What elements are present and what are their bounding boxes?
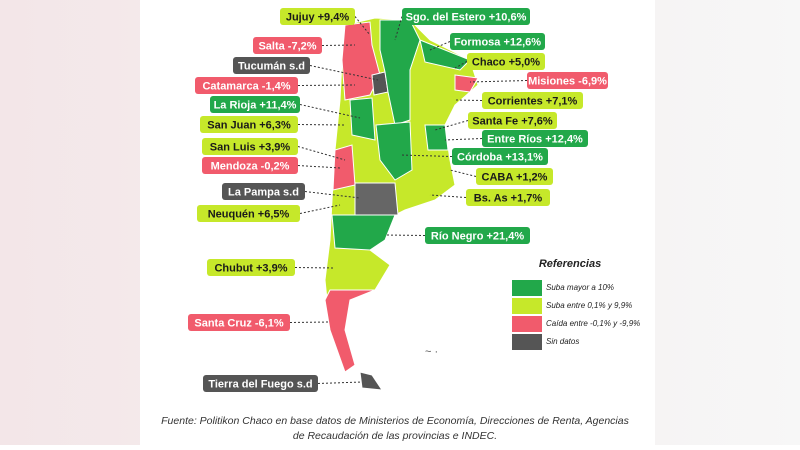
label-box [468,112,557,129]
leader-line [309,65,379,81]
label-box [527,72,608,89]
province-label: Río Negro +21,4% [431,230,524,242]
leader-line [297,165,341,169]
leader-line [294,267,336,269]
leader-line [304,191,361,199]
province-label: San Juan +6,3% [207,119,291,131]
legend-swatch [512,280,542,296]
label-box [425,227,530,244]
label-box [402,8,530,25]
label-box [233,57,310,74]
province-label: Catamarca -1,4% [202,80,290,92]
province-label: CABA +1,2% [482,171,548,183]
leader-line [297,84,356,86]
label-box [280,8,355,25]
source-line: de Recaudación de las provincias e INDEC… [293,430,497,442]
legend-label: Suba entre 0,1% y 9,9% [546,301,632,310]
label-box [195,77,298,94]
leader-line [449,169,477,177]
leader-line [384,234,426,236]
province-label: Salta -7,2% [258,40,316,52]
province-label: Chubut +3,9% [214,262,287,274]
leader-line [399,154,453,157]
province-label: San Luis +3,9% [210,141,291,153]
legend-swatch [512,334,542,350]
leader-line [454,99,483,101]
label-box [466,189,550,206]
label-box [203,375,318,392]
province-label: Bs. As +1,7% [474,192,543,204]
legend-label: Caída entre -0,1% y -9,9% [546,319,640,328]
province-label: Córdoba +13,1% [457,151,543,163]
label-box [482,92,583,109]
leader-line [434,120,469,131]
province-labels: Jujuy +9,4% Sgo. del Estero +10,6% Salta -… [188,8,608,392]
legend-label: Sin datos [546,337,579,346]
argentina-map: ~ · [324,17,479,391]
province-label: Santa Cruz -6,1% [194,317,283,329]
svg-text:~ ·: ~ · [425,346,438,358]
province-label: Mendoza -0,2% [211,160,290,172]
province-label: La Pampa s.d [228,186,299,198]
label-box [202,138,298,155]
label-box [253,37,322,54]
label-box [188,314,290,331]
legend: Referencias Suba mayor a 10% Suba entre 0… [512,258,640,350]
province-label: Sgo. del Estero +10,6% [406,11,527,23]
label-box [210,96,300,113]
label-box [200,116,298,133]
province-label: Neuquén +6,5% [208,208,290,220]
legend-label: Suba mayor a 10% [546,283,614,292]
province-label: Corrientes +7,1% [488,95,578,107]
leader-line [297,146,346,161]
label-box [482,130,588,147]
label-box [452,148,548,165]
leader-line [321,44,356,46]
label-box [450,33,545,50]
province-label: Tucumán s.d [238,60,305,72]
legend-swatch [512,298,542,314]
province-label: Entre Ríos +12,4% [487,133,583,145]
label-box [222,183,305,200]
leader-line [289,321,331,323]
label-box [467,53,545,70]
province-label: Tierra del Fuego s.d [208,378,312,390]
province-label: La Rioja +11,4% [214,99,297,111]
leader-line [299,204,341,214]
leader-line [394,16,403,41]
label-box [476,168,553,185]
leader-line [469,80,528,83]
province-label: Chaco +5,0% [472,56,540,68]
province-label: Formosa +12,6% [454,36,541,48]
legend-swatch [512,316,542,332]
province-label: Jujuy +9,4% [286,11,350,23]
legend-title: Referencias [539,258,601,270]
label-box [202,157,298,174]
label-box [197,205,300,222]
source-line: Fuente: Politikon Chaco en base datos de… [161,415,629,427]
province-label: Santa Fe +7,6% [472,115,553,127]
leader-line [317,381,363,384]
label-box [207,259,295,276]
province-label: Misiones -6,9% [528,75,607,87]
